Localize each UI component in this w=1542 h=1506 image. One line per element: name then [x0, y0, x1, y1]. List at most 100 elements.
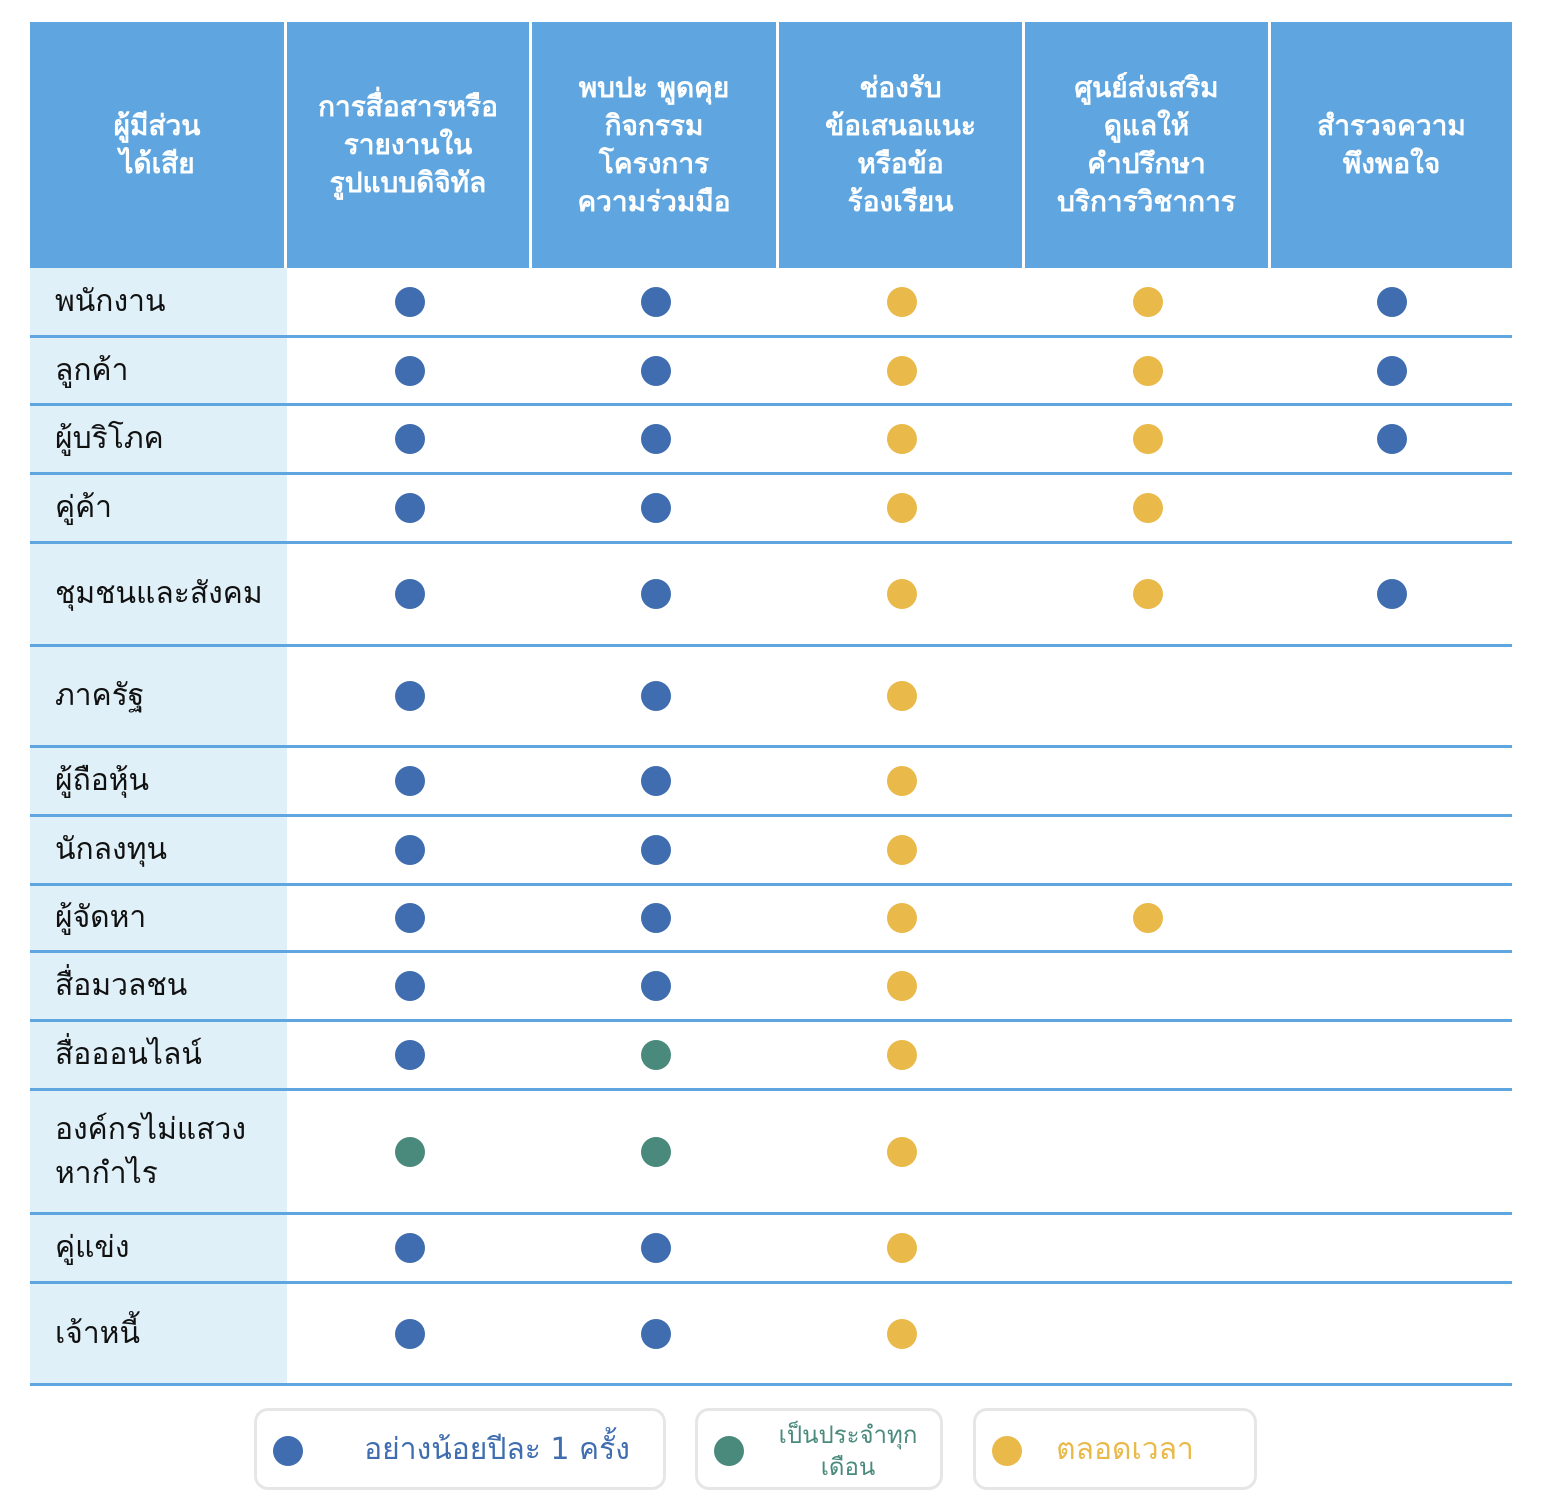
legend-label: เป็นประจำทุก เดือน	[778, 1421, 918, 1481]
annual-frequency-dot	[640, 286, 671, 317]
legend-item-always: ตลอดเวลา	[973, 1408, 1257, 1490]
header-consulting-center: ศูนย์ส่งเสริม ดูแลให้ คำปรึกษา บริการวิช…	[1025, 22, 1271, 268]
monthly-frequency-dot	[640, 1136, 671, 1167]
annual-frequency-dot	[640, 1233, 671, 1263]
annual-frequency-dot	[394, 1040, 425, 1070]
table-row: องค์กรไม่แสวง หากำไร	[30, 1091, 1512, 1215]
frequency-cell	[779, 475, 1025, 541]
annual-frequency-dot	[394, 1318, 425, 1349]
frequency-cell	[287, 647, 532, 745]
legend-item-monthly: เป็นประจำทุก เดือน	[695, 1408, 943, 1490]
always-frequency-dot	[1133, 286, 1163, 317]
frequency-cell	[779, 953, 1025, 1019]
frequency-cell	[532, 817, 779, 883]
frequency-cell	[287, 1091, 532, 1212]
annual-legend-dot	[273, 1436, 303, 1466]
frequency-cell	[779, 647, 1025, 745]
frequency-cell	[287, 406, 532, 472]
frequency-cell	[1025, 953, 1271, 1019]
table-row: คู่ค้า	[30, 475, 1512, 544]
frequency-cell	[779, 1284, 1025, 1383]
always-frequency-dot	[887, 579, 917, 609]
annual-frequency-dot	[640, 493, 671, 523]
header-digital-communication: การสื่อสารหรือ รายงานใน รูปแบบดิจิทัล	[287, 22, 532, 268]
table-row: พนักงาน	[30, 268, 1512, 338]
frequency-cell	[1271, 1022, 1512, 1088]
legend-label: อย่างน้อยปีละ 1 ครั้ง	[364, 1432, 630, 1467]
annual-frequency-dot	[640, 1318, 671, 1349]
always-frequency-dot	[887, 286, 917, 317]
frequency-cell	[1025, 475, 1271, 541]
stakeholder-label: ผู้บริโภค	[30, 406, 287, 472]
frequency-cell	[779, 1091, 1025, 1212]
table-row: ผู้บริโภค	[30, 406, 1512, 475]
always-frequency-dot	[1133, 579, 1163, 609]
frequency-cell	[779, 748, 1025, 814]
annual-frequency-dot	[394, 766, 425, 796]
stakeholder-label: ชุมชนและสังคม	[30, 544, 287, 644]
frequency-cell	[287, 817, 532, 883]
always-frequency-dot	[887, 903, 917, 933]
frequency-cell	[1271, 1091, 1512, 1212]
frequency-cell	[532, 647, 779, 745]
stakeholder-label: เจ้าหนี้	[30, 1284, 287, 1383]
annual-frequency-dot	[640, 971, 671, 1001]
frequency-cell	[287, 1215, 532, 1281]
annual-frequency-dot	[394, 835, 425, 865]
always-frequency-dot	[1133, 493, 1163, 523]
header-meetings-activities: พบปะ พูดคุย กิจกรรม โครงการ ความร่วมมือ	[532, 22, 779, 268]
header-satisfaction-survey: สำรวจความ พึงพอใจ	[1271, 22, 1512, 268]
annual-frequency-dot	[640, 681, 671, 711]
monthly-frequency-dot	[394, 1136, 425, 1167]
frequency-cell	[1025, 338, 1271, 403]
frequency-cell	[1025, 1022, 1271, 1088]
frequency-cell	[779, 406, 1025, 472]
frequency-cell	[287, 953, 532, 1019]
frequency-cell	[779, 544, 1025, 644]
frequency-cell	[532, 338, 779, 403]
always-frequency-dot	[887, 1318, 917, 1349]
table-row: คู่แข่ง	[30, 1215, 1512, 1284]
table-row: ลูกค้า	[30, 338, 1512, 406]
monthly-legend-dot	[714, 1436, 744, 1466]
table-row: นักลงทุน	[30, 817, 1512, 886]
table-row: ผู้จัดหา	[30, 886, 1512, 953]
frequency-cell	[779, 338, 1025, 403]
frequency-cell	[779, 817, 1025, 883]
stakeholder-label: ภาครัฐ	[30, 647, 287, 745]
annual-frequency-dot	[640, 424, 671, 454]
frequency-cell	[287, 268, 532, 335]
frequency-cell	[1271, 475, 1512, 541]
table-body: พนักงาน ลูกค้า ผู้บริโภค คู่ค้า ชุมชนและสังค…	[30, 268, 1512, 1386]
frequency-cell	[287, 748, 532, 814]
always-frequency-dot	[887, 1040, 917, 1070]
always-frequency-dot	[887, 681, 917, 711]
always-frequency-dot	[887, 1136, 917, 1167]
frequency-cell	[532, 1284, 779, 1383]
frequency-cell	[1025, 748, 1271, 814]
always-frequency-dot	[887, 766, 917, 796]
annual-frequency-dot	[394, 681, 425, 711]
frequency-cell	[1271, 406, 1512, 472]
frequency-cell	[532, 953, 779, 1019]
annual-frequency-dot	[640, 766, 671, 796]
stakeholder-label: คู่แข่ง	[30, 1215, 287, 1281]
frequency-cell	[1025, 647, 1271, 745]
table-row: ภาครัฐ	[30, 647, 1512, 748]
table-row: สื่อมวลชน	[30, 953, 1512, 1022]
annual-frequency-dot	[394, 424, 425, 454]
frequency-cell	[532, 886, 779, 950]
frequency-cell	[1271, 268, 1512, 335]
table-row: ผู้ถือหุ้น	[30, 748, 1512, 817]
frequency-cell	[1271, 748, 1512, 814]
annual-frequency-dot	[1376, 424, 1407, 454]
annual-frequency-dot	[640, 579, 671, 609]
stakeholder-label: ผู้จัดหา	[30, 886, 287, 950]
stakeholder-label: พนักงาน	[30, 268, 287, 335]
frequency-cell	[532, 544, 779, 644]
annual-frequency-dot	[394, 971, 425, 1001]
header-feedback-channel: ช่องรับ ข้อเสนอแนะ หรือข้อ ร้องเรียน	[779, 22, 1025, 268]
monthly-frequency-dot	[640, 1040, 671, 1070]
stakeholder-label: นักลงทุน	[30, 817, 287, 883]
frequency-cell	[287, 1284, 532, 1383]
